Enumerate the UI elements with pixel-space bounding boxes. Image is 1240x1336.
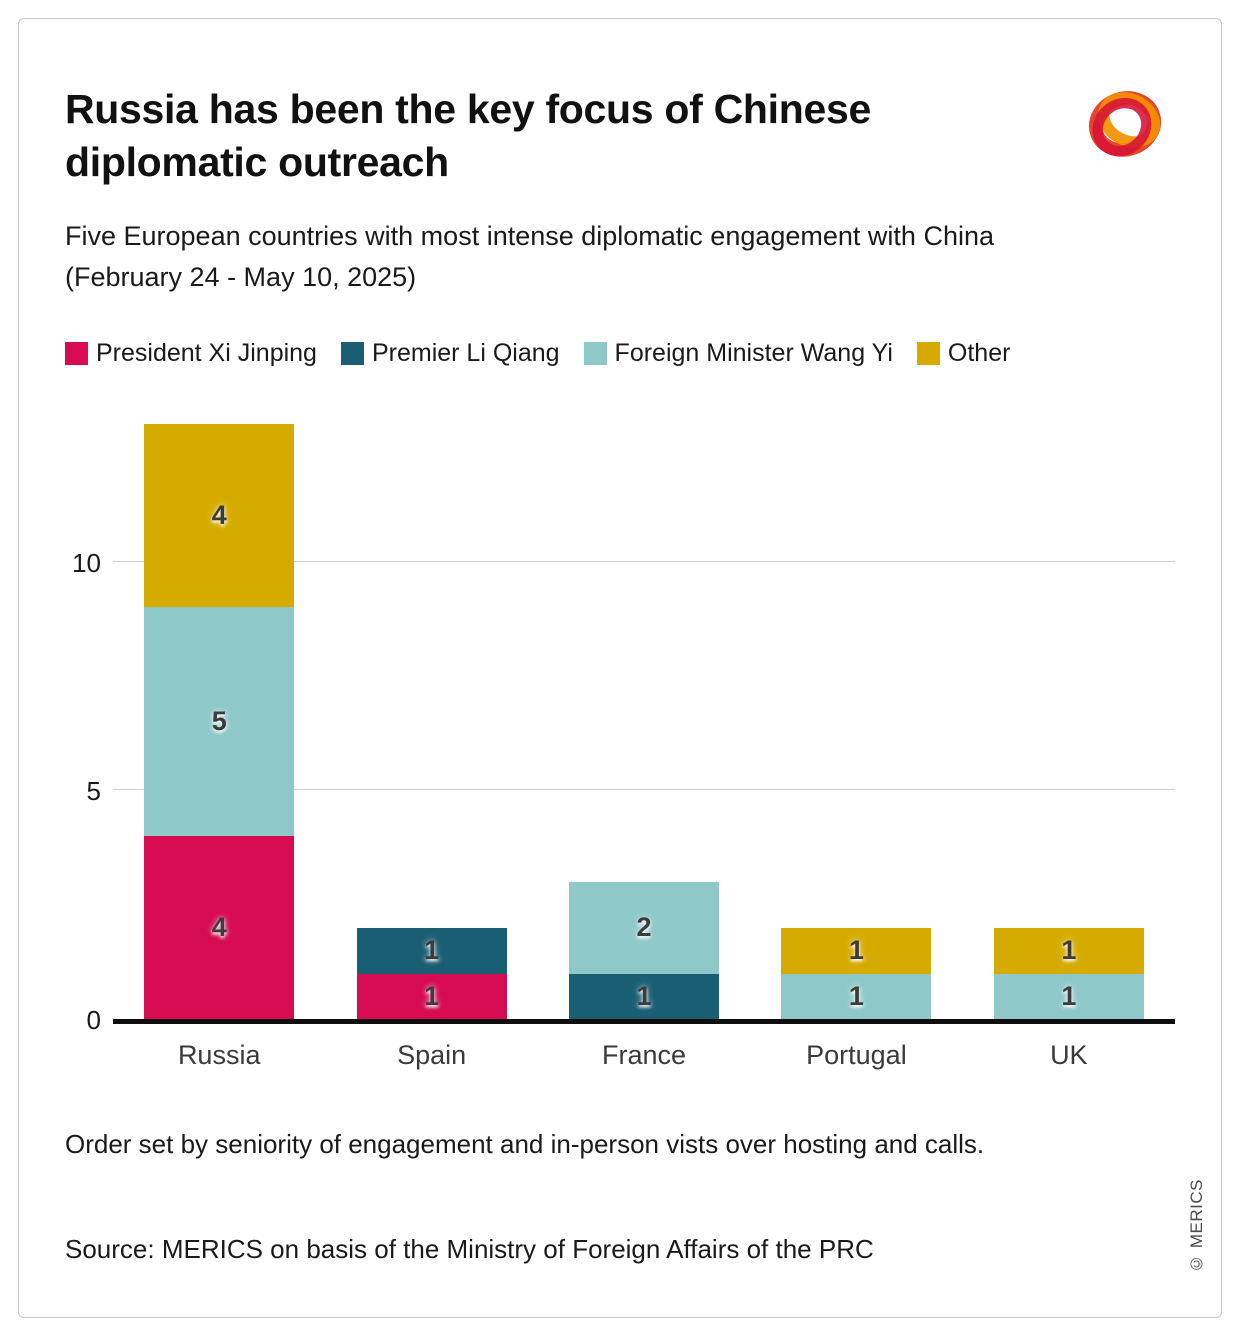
chart-subtitle: Five European countries with most intens…: [65, 220, 994, 293]
bar-segment: 1: [781, 973, 932, 1020]
legend-label: President Xi Jinping: [96, 339, 317, 368]
bar-value-label: 5: [211, 706, 227, 737]
y-tick-label: 10: [72, 547, 101, 578]
stacked-bar: 4 5 4: [144, 424, 295, 1020]
x-axis-label: Portugal: [806, 1040, 907, 1071]
chart-source: Source: MERICS on basis of the Ministry …: [65, 1234, 874, 1265]
bar-segment: 1: [356, 973, 507, 1020]
legend-item: Foreign Minister Wang Yi: [583, 339, 893, 368]
bar-value-label: 1: [1061, 935, 1077, 966]
bar-value-label: 4: [211, 500, 227, 531]
legend-swatch: [65, 342, 88, 366]
merics-logo-icon: [1083, 87, 1165, 163]
x-axis: Russia Spain France Portugal UK: [113, 1040, 1175, 1071]
chart-card: Russia has been the key focus of Chinese…: [18, 18, 1222, 1318]
x-axis-label: Spain: [397, 1040, 467, 1071]
bar-segment: 5: [144, 607, 295, 837]
bar-segment: 2: [569, 881, 720, 974]
bar-column: 4 5 4: [113, 424, 325, 1020]
bar-value-label: 1: [1061, 980, 1077, 1011]
bar-value-label: 1: [424, 980, 440, 1011]
bar-value-label: 1: [636, 980, 652, 1011]
header: Russia has been the key focus of Chinese…: [65, 83, 1175, 190]
bar-value-label: 4: [211, 912, 227, 943]
chart-legend: President Xi Jinping Premier Li Qiang Fore…: [65, 339, 1175, 368]
plot-area: 0 5 10 4 5 4 1 1 1 2 1 1 1 1: [72, 424, 1175, 1035]
y-tick-label: 5: [86, 776, 101, 807]
bar-segment: 1: [356, 927, 507, 974]
bar-segment: 1: [569, 973, 720, 1020]
y-tick-label: 0: [86, 1005, 101, 1036]
legend-label: Premier Li Qiang: [371, 339, 560, 368]
x-axis-label: Russia: [177, 1040, 261, 1071]
legend-swatch: [340, 342, 364, 366]
chart-footnote: Order set by seniority of engagement and…: [65, 1129, 985, 1160]
legend-label: Other: [947, 339, 1011, 368]
bar-segment: 4: [144, 424, 295, 608]
x-axis-label: UK: [1050, 1040, 1088, 1071]
bar-segment: 1: [993, 973, 1144, 1020]
bar-value-label: 1: [848, 980, 864, 1011]
bar-segment: 4: [144, 836, 295, 1020]
chart: 0 5 10 4 5 4 1 1 1 2 1 1 1 1 Russia Spain France Portuga…: [65, 424, 1175, 1071]
gridline: [113, 560, 1175, 562]
bar-value-label: 1: [424, 935, 440, 966]
bar-segment: 1: [781, 927, 932, 974]
x-axis-label: France: [601, 1040, 687, 1071]
legend-label: Foreign Minister Wang Yi: [614, 339, 893, 368]
page-title: Russia has been the key focus of Chinese…: [65, 86, 871, 186]
legend-swatch: [583, 342, 607, 366]
bar-value-label: 2: [636, 912, 652, 943]
bar-value-label: 1: [848, 935, 864, 966]
legend-item: Other: [916, 339, 1011, 368]
legend-swatch: [916, 342, 940, 366]
copyright-label: © MERICS: [1187, 1179, 1206, 1273]
legend-item: President Xi Jinping: [65, 339, 317, 368]
bar-segment: 1: [993, 927, 1144, 974]
gridline: [113, 789, 1175, 791]
legend-item: Premier Li Qiang: [340, 339, 560, 368]
